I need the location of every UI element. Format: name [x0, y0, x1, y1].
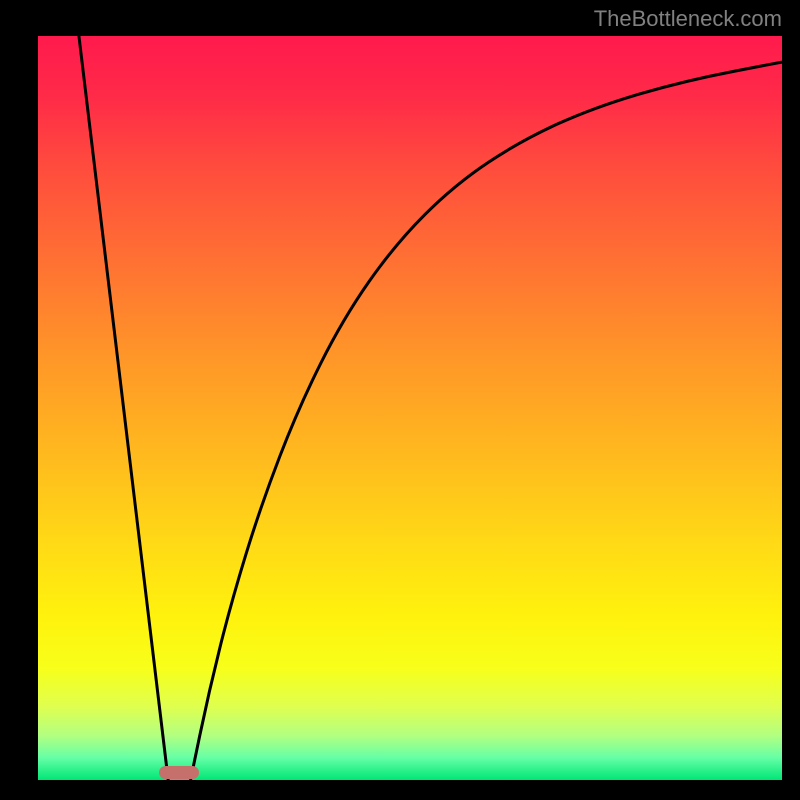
plot-area [38, 36, 782, 780]
curve-svg [38, 36, 782, 780]
bottleneck-marker [159, 766, 199, 779]
chart-container [0, 0, 800, 800]
watermark-text: TheBottleneck.com [594, 6, 782, 32]
curve-right-branch [191, 62, 782, 780]
curve-left-branch [79, 36, 168, 780]
